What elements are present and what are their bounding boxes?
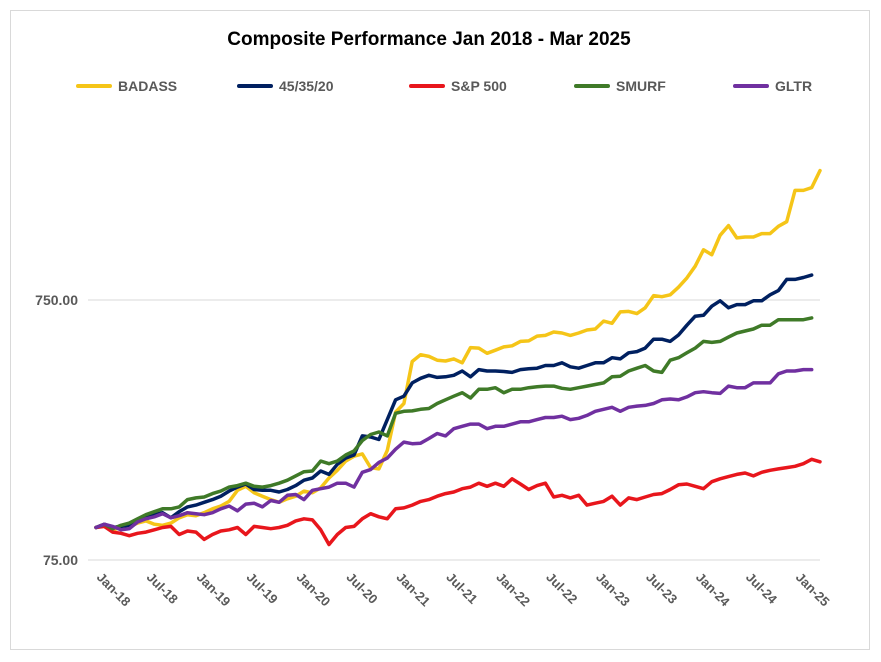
legend-label: GLTR bbox=[775, 78, 812, 94]
x-tick-label: Jan-25 bbox=[793, 570, 833, 610]
series-lines bbox=[94, 168, 822, 547]
y-tick-label: 75.00 bbox=[43, 552, 78, 568]
x-tick-label: Jan-21 bbox=[393, 570, 433, 610]
x-axis-ticks: Jan-18 Jul-18 Jan-19 Jul-19 Jan-20 Jul-20 Jan-… bbox=[94, 570, 833, 610]
series-line-smurf bbox=[94, 316, 814, 531]
x-tick-label: Jan-22 bbox=[493, 570, 533, 610]
y-tick-label: 750.00 bbox=[35, 292, 78, 308]
x-tick-label: Jan-23 bbox=[593, 570, 633, 610]
chart-frame bbox=[10, 10, 870, 650]
legend-label: BADASS bbox=[118, 78, 177, 94]
x-tick-label: Jul-23 bbox=[643, 570, 680, 607]
x-tick-label: Jan-20 bbox=[294, 570, 334, 610]
x-tick-label: Jan-24 bbox=[693, 570, 733, 610]
x-tick-label: Jul-20 bbox=[344, 570, 381, 607]
x-tick-label: Jul-18 bbox=[144, 570, 181, 607]
chart-title: Composite Performance Jan 2018 - Mar 202… bbox=[227, 29, 631, 50]
gridlines bbox=[88, 299, 820, 561]
series-line-gltr bbox=[94, 367, 814, 532]
x-tick-label: Jul-22 bbox=[543, 570, 580, 607]
series-line-45-35-20 bbox=[94, 273, 814, 530]
legend-label: S&P 500 bbox=[451, 78, 507, 94]
series-line-badass bbox=[94, 168, 822, 532]
x-tick-label: Jul-21 bbox=[443, 570, 480, 607]
legend: BADASS 45/35/20 S&P 500 SMURF GLTR bbox=[76, 78, 812, 94]
legend-label: 45/35/20 bbox=[279, 78, 334, 94]
y-axis-ticks: 75.00 750.00 bbox=[35, 292, 78, 568]
x-tick-label: Jan-19 bbox=[194, 570, 234, 610]
series-line-s-p-500 bbox=[94, 457, 822, 547]
x-tick-label: Jul-24 bbox=[743, 570, 781, 608]
x-tick-label: Jul-19 bbox=[244, 570, 281, 607]
legend-label: SMURF bbox=[616, 78, 666, 94]
x-tick-label: Jan-18 bbox=[94, 570, 134, 610]
